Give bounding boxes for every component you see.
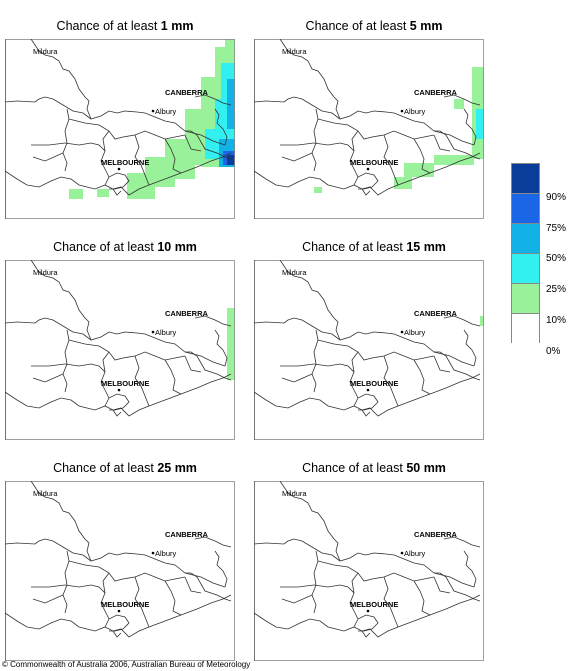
legend-label: 0% xyxy=(546,346,561,357)
panel-title: Chance of at least 1 mm xyxy=(56,19,194,33)
label-canberra: CANBERRA xyxy=(165,88,209,97)
rainfall-map: Mildura CANBERRA Albury MELBOURNE xyxy=(254,39,484,219)
label-melbourne: MELBOURNE xyxy=(101,600,149,609)
label-albury: Albury xyxy=(155,549,177,558)
label-mildura: Mildura xyxy=(282,268,307,277)
label-mildura: Mildura xyxy=(33,268,58,277)
legend-swatch xyxy=(511,193,540,223)
legend-swatch xyxy=(511,163,540,193)
label-melbourne: MELBOURNE xyxy=(101,158,149,167)
label-albury: Albury xyxy=(404,107,426,116)
label-albury: Albury xyxy=(404,328,426,337)
legend-swatch xyxy=(511,253,540,283)
legend-label: 75% xyxy=(546,223,567,234)
rainfall-map: Mildura CANBERRA Albury MELBOURNE xyxy=(254,481,484,661)
legend-label: 10% xyxy=(546,315,567,326)
rain-cells xyxy=(69,39,235,199)
label-melbourne: MELBOURNE xyxy=(350,158,398,167)
legend-swatch xyxy=(511,223,540,253)
label-melbourne: MELBOURNE xyxy=(350,379,398,388)
label-melbourne: MELBOURNE xyxy=(101,379,149,388)
label-canberra: CANBERRA xyxy=(414,530,458,539)
label-canberra: CANBERRA xyxy=(414,309,458,318)
rainfall-map: Mildura CANBERRA Albury MELBOURNE xyxy=(5,260,235,440)
legend-swatch xyxy=(511,283,540,313)
copyright-notice: © Commonwealth of Australia 2006, Austra… xyxy=(2,660,251,669)
panel-title: Chance of at least 25 mm xyxy=(53,461,197,475)
label-mildura: Mildura xyxy=(282,489,307,498)
rainfall-map: Mildura CANBERRA Albury MELBOURNE xyxy=(5,481,235,661)
label-canberra: CANBERRA xyxy=(414,88,458,97)
panel-title: Chance of at least 10 mm xyxy=(53,240,197,254)
rainfall-map: Mildura CANBERRA Albury MELBOURNE xyxy=(254,260,484,440)
label-albury: Albury xyxy=(155,107,177,116)
label-canberra: CANBERRA xyxy=(165,309,209,318)
label-albury: Albury xyxy=(404,549,426,558)
legend-swatch xyxy=(511,313,540,343)
probability-legend: 90% 75% 50% 25% 10% 0% xyxy=(511,163,566,357)
panel-title: Chance of at least 15 mm xyxy=(302,240,446,254)
label-canberra: CANBERRA xyxy=(165,530,209,539)
legend-label: 50% xyxy=(546,253,567,264)
legend-label: 90% xyxy=(546,192,567,203)
panel-title: Chance of at least 5 mm xyxy=(305,19,443,33)
label-mildura: Mildura xyxy=(282,47,307,56)
label-mildura: Mildura xyxy=(33,47,58,56)
legend-label: 25% xyxy=(546,284,567,295)
label-albury: Albury xyxy=(155,328,177,337)
label-mildura: Mildura xyxy=(33,489,58,498)
label-melbourne: MELBOURNE xyxy=(350,600,398,609)
panel-title: Chance of at least 50 mm xyxy=(302,461,446,475)
rainfall-map: Mildura CANBERRA Albury MELBOURNE xyxy=(5,39,235,219)
